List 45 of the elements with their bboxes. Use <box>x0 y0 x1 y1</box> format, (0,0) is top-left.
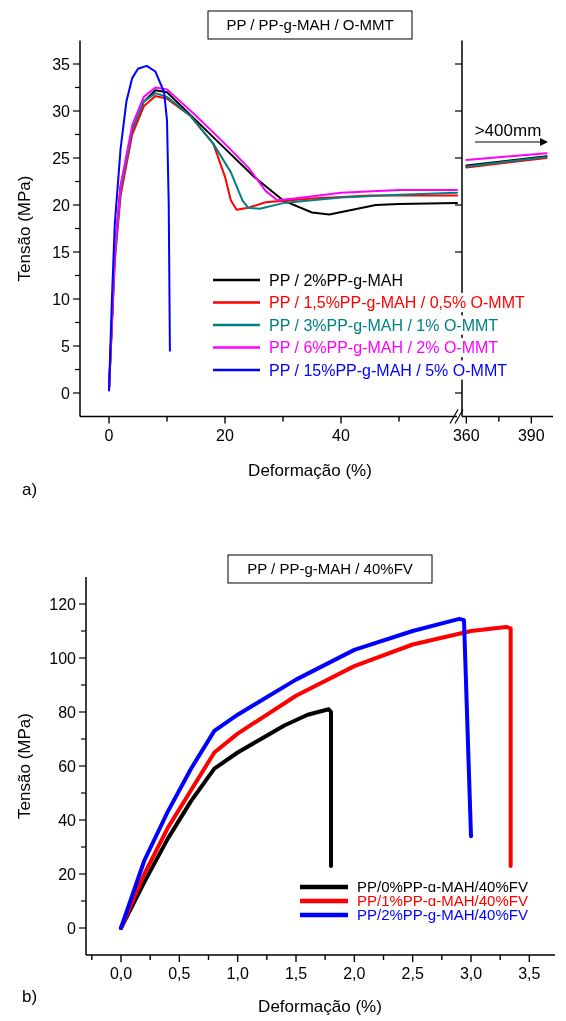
x-tick-label: 0,0 <box>109 965 133 982</box>
line-series <box>108 64 171 392</box>
x-tick-label: 2,5 <box>401 965 424 982</box>
x-tick-label: 360 <box>452 426 480 444</box>
y-axis-title: Tensão (MPa) <box>15 713 34 819</box>
x-tick-label: 1,0 <box>226 965 249 982</box>
y-tick-label: 25 <box>52 149 71 167</box>
y-tick-label: 10 <box>52 290 71 308</box>
legend-label: PP / 2%PP-g-MAH <box>269 271 403 289</box>
x-tick-label: 1,5 <box>284 965 308 982</box>
x-tick-label: 40 <box>332 426 350 444</box>
text: a) <box>22 480 38 499</box>
y-tick-label: 30 <box>52 102 71 120</box>
chart-title: PP / PP-g-MAH / O-MMT <box>226 16 394 33</box>
y-tick-label: 0 <box>67 919 77 937</box>
y-tick-label: 120 <box>49 595 77 613</box>
x-axis-title: Deformação (%) <box>248 461 372 480</box>
annotation: >400mm <box>474 121 542 140</box>
y-tick-label: 20 <box>58 865 77 883</box>
y-tick-label: 5 <box>61 337 71 355</box>
y-tick-label: 0 <box>61 384 71 402</box>
y-tick-label: 15 <box>52 243 71 261</box>
y-tick-label: 80 <box>58 703 77 721</box>
y-axis-title: Tensão (MPa) <box>15 175 34 282</box>
text: b) <box>22 987 38 1006</box>
x-tick-label: 20 <box>216 426 234 444</box>
x-tick-label: 390 <box>517 426 545 444</box>
x-tick-label: 3,5 <box>518 965 541 982</box>
legend-label: PP / 3%PP-g-MAH / 1% O-MMT <box>269 316 499 334</box>
y-tick-label: 40 <box>58 811 77 829</box>
x-tick-label: 0,5 <box>168 965 191 982</box>
x-tick-label: 3,0 <box>459 965 483 982</box>
y-tick-label: 20 <box>52 196 71 214</box>
legend-label: PP / 6%PP-g-MAH / 2% O-MMT <box>269 339 499 357</box>
y-tick-label: 35 <box>52 55 71 73</box>
legend-label: PP/2%PP-g-MAH/40%FV <box>357 906 528 924</box>
x-axis-title: Deformação (%) <box>258 997 382 1016</box>
y-tick-label: 60 <box>58 757 77 775</box>
legend-label: PP/1%PP-g-MAH/40%FV <box>357 892 528 910</box>
legend-label: PP / 15%PP-g-MAH / 5% O-MMT <box>269 361 508 379</box>
chart-title: PP / PP-g-MAH / 40%FV <box>247 560 413 577</box>
y-tick-label: 100 <box>49 649 77 667</box>
x-tick-label: 2,0 <box>343 965 366 982</box>
legend-label: PP / 1,5%PP-g-MAH / 0,5% O-MMT <box>269 294 525 312</box>
x-tick-label: 0 <box>104 426 114 444</box>
